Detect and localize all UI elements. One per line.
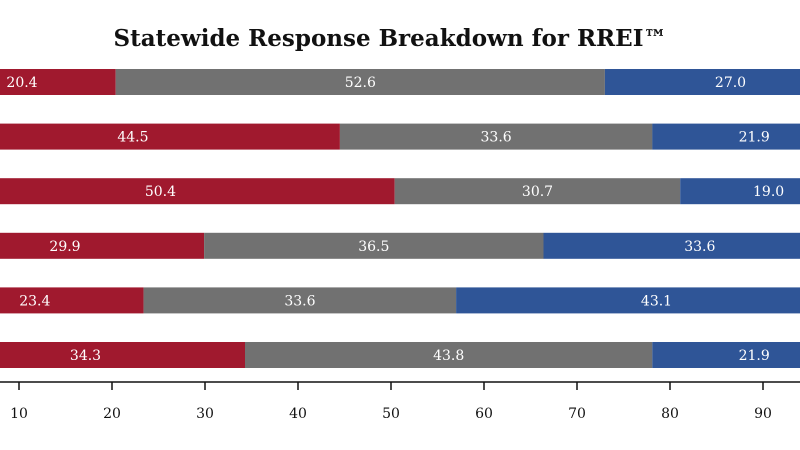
bar-segment-r6-s1 [0, 342, 245, 368]
bar-segment-r1-s3 [604, 69, 800, 95]
bar-segment-r1-s1 [0, 69, 116, 95]
data-label-r3-s1: 50.4 [145, 184, 176, 200]
bar-segment-r5-s3 [456, 287, 800, 314]
bar-row-5: 23.4 33.6 43.1 [0, 287, 800, 314]
bar-row-1: 20.4 52.6 27.0 [0, 69, 800, 95]
data-label-r5-s3: 43.1 [641, 293, 672, 309]
x-tick-label-70: 70 [568, 406, 586, 422]
data-label-r5-s1: 23.4 [19, 293, 50, 309]
x-tick-label-20: 20 [103, 406, 121, 422]
bar-segment-r5-s1 [0, 287, 144, 314]
bar-segment-r5-s2 [143, 287, 457, 314]
bar-row-4: 29.9 36.5 33.6 [0, 232, 800, 259]
bar-row-3: 50.4 30.7 19.0 [0, 178, 800, 205]
x-tick-label-60: 60 [475, 406, 493, 422]
bar-segment-r3-s2 [394, 178, 681, 205]
bar-segment-r3-s1 [0, 178, 395, 205]
bar-segment-r2-s2 [339, 123, 653, 150]
bar-row-2: 44.5 33.6 21.9 [0, 123, 800, 150]
bar-segment-r3-s3 [680, 178, 800, 205]
data-label-r1-s2: 52.6 [345, 75, 376, 91]
data-label-r3-s2: 30.7 [522, 184, 553, 200]
bar-segment-r1-s2 [115, 69, 605, 95]
bar-row-6: 34.3 43.8 21.9 [0, 342, 800, 368]
bar-segment-r4-s3 [543, 232, 800, 259]
data-label-r4-s2: 36.5 [358, 239, 389, 255]
data-label-r2-s1: 44.5 [117, 130, 148, 146]
data-label-r3-s3: 19.0 [753, 184, 784, 200]
data-label-r6-s3: 21.9 [739, 348, 770, 364]
x-tick-label-50: 50 [382, 406, 400, 422]
data-label-r2-s3: 21.9 [739, 130, 770, 146]
data-label-r1-s1: 20.4 [6, 75, 37, 91]
bar-segment-r4-s2 [204, 232, 544, 259]
data-label-r6-s2: 43.8 [433, 348, 464, 364]
bar-segment-r2-s1 [0, 123, 340, 150]
x-tick-label-10: 10 [10, 406, 28, 422]
x-tick-label-30: 30 [196, 406, 214, 422]
data-label-r4-s1: 29.9 [49, 239, 80, 255]
chart-title: Statewide Response Breakdown for RREI™ [114, 25, 667, 52]
bars-group: 20.4 52.6 27.0 44.5 33.6 21.9 50.4 30.7 19.0 29.9… [0, 69, 800, 368]
x-tick-label-90: 90 [754, 406, 772, 422]
data-label-r2-s2: 33.6 [481, 130, 512, 146]
data-label-r4-s3: 33.6 [684, 239, 715, 255]
x-tick-label-80: 80 [661, 406, 679, 422]
data-label-r1-s3: 27.0 [715, 75, 746, 91]
bar-segment-r6-s2 [245, 342, 653, 368]
data-label-r5-s2: 33.6 [284, 293, 315, 309]
x-axis: 10 20 30 40 50 60 70 80 90 [0, 381, 800, 422]
data-label-r6-s1: 34.3 [70, 348, 101, 364]
bar-segment-r4-s1 [0, 232, 205, 259]
bar-segment-r6-s3 [652, 342, 800, 368]
bar-segment-r2-s3 [652, 123, 800, 150]
x-tick-label-40: 40 [289, 406, 307, 422]
